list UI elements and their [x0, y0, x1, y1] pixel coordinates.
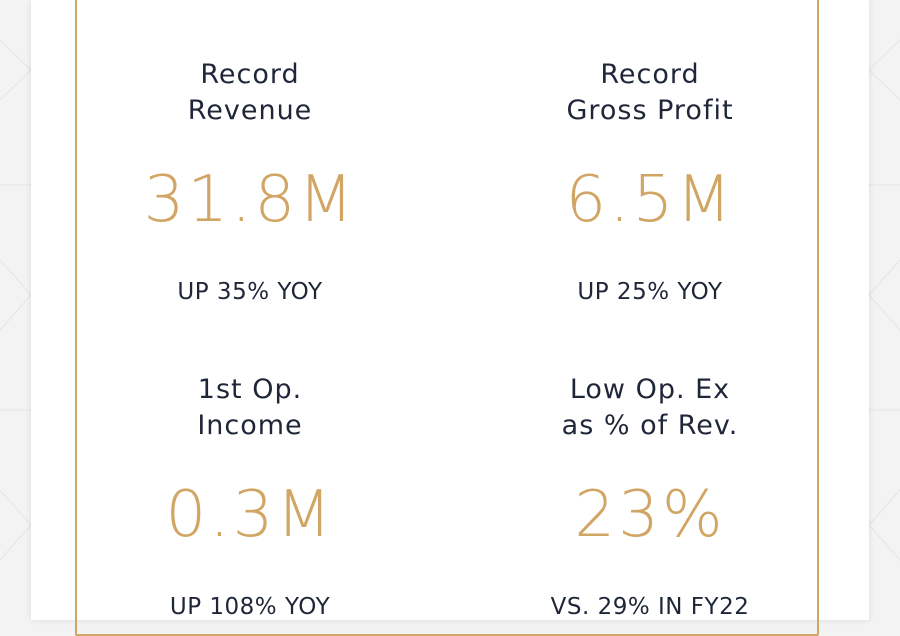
- metric-value: 23%: [574, 478, 726, 552]
- metric-label: 1st Op. Income: [197, 374, 303, 441]
- metric-value: 31.8M: [143, 163, 357, 237]
- highlights-card: Record Revenue 31.8M UP 35% YOY Record G…: [31, 0, 869, 636]
- metric-value: 6.5M: [565, 163, 735, 237]
- metric-revenue: Record Revenue 31.8M UP 35% YOY: [100, 57, 400, 305]
- metric-value: 0.3M: [165, 478, 335, 552]
- metric-note: UP 35% YOY: [177, 279, 323, 305]
- metric-opex-ratio: Low Op. Ex as % of Rev. 23% VS. 29% IN F…: [500, 372, 800, 620]
- metric-label: Record Gross Profit: [566, 59, 734, 126]
- metric-label: Low Op. Ex as % of Rev.: [561, 374, 739, 441]
- metric-note: UP 25% YOY: [577, 279, 723, 305]
- metric-note: UP 108% YOY: [169, 594, 331, 620]
- metric-label: Record Revenue: [187, 59, 313, 126]
- metric-gross-profit: Record Gross Profit 6.5M UP 25% YOY: [500, 57, 800, 305]
- background-pattern: [0, 39, 900, 561]
- metric-operating-income: 1st Op. Income 0.3M UP 108% YOY: [100, 372, 400, 620]
- metric-note: VS. 29% IN FY22: [550, 594, 750, 620]
